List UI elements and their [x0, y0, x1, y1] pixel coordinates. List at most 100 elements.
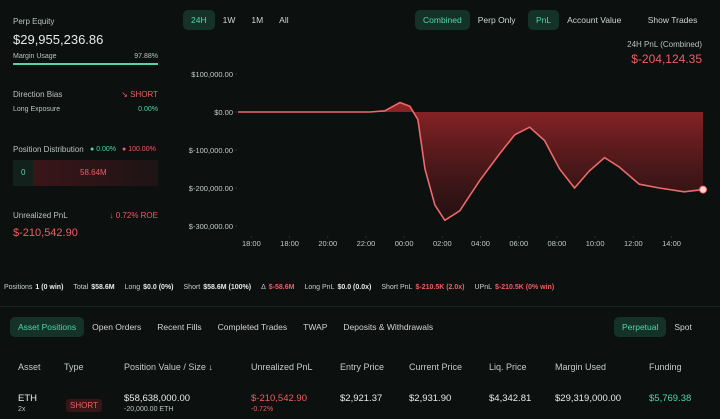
dist-long-value: 0 [21, 168, 26, 177]
dist-short: ● 100.00% [122, 146, 156, 153]
tab[interactable]: Spot [674, 322, 692, 332]
stat-label: Δ [261, 284, 266, 291]
x-tick-label: 22:00 [357, 239, 376, 248]
y-tick-label: $-300,000.00 [189, 222, 233, 231]
x-tick-label: 12:00 [624, 239, 643, 248]
divider [0, 306, 720, 307]
stat-label: Total [73, 284, 89, 291]
end-point [699, 185, 708, 194]
column-header: Current Price [409, 362, 463, 372]
stat-value: $0.0 (0%) [143, 284, 174, 291]
label: Direction Bias [13, 90, 63, 99]
cell: $29,319,000.00 [555, 393, 622, 404]
stats-bar: Positions 1 (0 win) Total $58.6M Long $0.0 (0… [0, 284, 720, 291]
bias: ↘ SHORT [121, 90, 158, 99]
roe-value: 0.72% ROE [115, 211, 158, 220]
stat: Total $58.6M [73, 284, 114, 291]
stat-label: Short PnL [381, 284, 413, 291]
column-header: Entry Price [340, 362, 385, 372]
tab[interactable]: Account Value [567, 15, 622, 25]
tab[interactable]: 1M [251, 15, 264, 25]
market-tabs: Perpetual Spot [614, 317, 700, 337]
equity: $29,955,236.86 [13, 32, 104, 47]
stat-label: Short [183, 284, 201, 291]
column-header: Asset [18, 362, 41, 372]
stat: Long $0.0 (0%) [125, 284, 174, 291]
stat: Δ $-58.6M [261, 284, 294, 291]
cell: 2x [18, 406, 26, 413]
pnl-label: 24H PnL (Combined) [627, 40, 702, 49]
tab[interactable]: TWAP [303, 322, 328, 332]
x-tick-label: 10:00 [586, 239, 605, 248]
stat-value: $58.6M (100%) [203, 284, 252, 291]
tab[interactable]: Completed Trades [217, 322, 288, 332]
dist-long-value: 0.00% [96, 146, 117, 153]
chart: $100,000.00 $0.00 $-100,000.00 $-200,000.00… [189, 70, 708, 248]
stat-value: $-210.5K (2.0x) [415, 284, 465, 291]
x-tick-label: 18:00 [280, 239, 299, 248]
stat-label: Long PnL [304, 284, 335, 291]
arrow: ↘ [121, 90, 131, 99]
tab[interactable]: Perpetual [614, 317, 667, 337]
margin: 97.88% [134, 53, 158, 60]
long-exposure: 0.00% [138, 106, 158, 113]
stat-value: $-210.5K (0% win) [495, 284, 555, 291]
bias-value: SHORT [130, 90, 158, 99]
stat: Short $58.6M (100%) [184, 284, 252, 291]
cell: $2,921.37 [340, 393, 383, 404]
stat-value: $58.6M [91, 284, 115, 291]
stat-value: 1 (0 win) [35, 284, 64, 291]
upnl: $-210,542.90 [13, 227, 78, 239]
range-tabs: 24H 1W 1M All [183, 10, 297, 30]
stat-label: UPnL [474, 284, 493, 291]
stat: Short PnL $-210.5K (2.0x) [381, 284, 464, 291]
cell: -0.72% [251, 406, 274, 413]
x-tick-label: 14:00 [662, 239, 681, 248]
cell: $4,342.81 [489, 393, 532, 404]
tab[interactable]: Combined [415, 10, 470, 30]
tab[interactable]: Open Orders [92, 322, 142, 332]
stat-label: Long [124, 284, 141, 291]
label: Long Exposure [13, 106, 61, 113]
column-header: Liq. Price [489, 362, 527, 372]
tab[interactable]: 24H [183, 10, 215, 30]
show-trades[interactable]: Show Trades [647, 15, 698, 25]
x-tick-label: 06:00 [509, 239, 528, 248]
tab[interactable]: Perp Only [477, 15, 516, 25]
stat: UPnL $-210.5K (0% win) [475, 284, 555, 291]
tab[interactable]: PnL [528, 10, 560, 30]
view-tabs: Combined Perp Only PnL Account Value Show … [415, 10, 705, 30]
column-header: Type [64, 362, 84, 372]
x-tick-label: 18:00 [242, 239, 261, 248]
x-tick-label: 08:00 [548, 239, 567, 248]
label: Margin Usage [13, 53, 57, 60]
tab[interactable]: Asset Positions [10, 317, 85, 337]
stat-value: $-58.6M [268, 284, 295, 291]
label: Unrealized PnL [13, 211, 68, 220]
cell: $58,638,000.00 [124, 393, 191, 404]
long-bar [13, 160, 33, 186]
summary-panel: Perp Equity $29,955,236.86 Margin Usage … [0, 0, 170, 260]
cell: $5,769.38 [649, 393, 692, 404]
y-tick-label: $-100,000.00 [189, 146, 233, 155]
cell: -20,000.00 ETH [124, 406, 174, 413]
stat-label: Positions [4, 284, 33, 291]
tab[interactable]: 1W [222, 15, 236, 25]
column-header: Margin Used [555, 362, 607, 372]
column-header: Funding [649, 362, 682, 372]
x-tick-label: 02:00 [433, 239, 452, 248]
dist-short-value: 58.64M [80, 168, 107, 177]
stat: Positions 1 (0 win) [4, 284, 63, 291]
cell: ETH [18, 393, 37, 404]
tab[interactable]: Recent Fills [157, 322, 202, 332]
stat: Long PnL $0.0 (0.0x) [304, 284, 371, 291]
tab[interactable]: All [279, 15, 289, 25]
stat-value: $0.0 (0.0x) [337, 284, 372, 291]
dist-short-value: 100.00% [128, 146, 156, 153]
pnl-value: $-204,124.35 [631, 52, 702, 66]
tab[interactable]: Deposits & Withdrawals [343, 322, 434, 332]
line [238, 101, 704, 222]
column-header: Unrealized PnL [251, 362, 313, 372]
y-tick-label: $0.00 [214, 108, 233, 117]
